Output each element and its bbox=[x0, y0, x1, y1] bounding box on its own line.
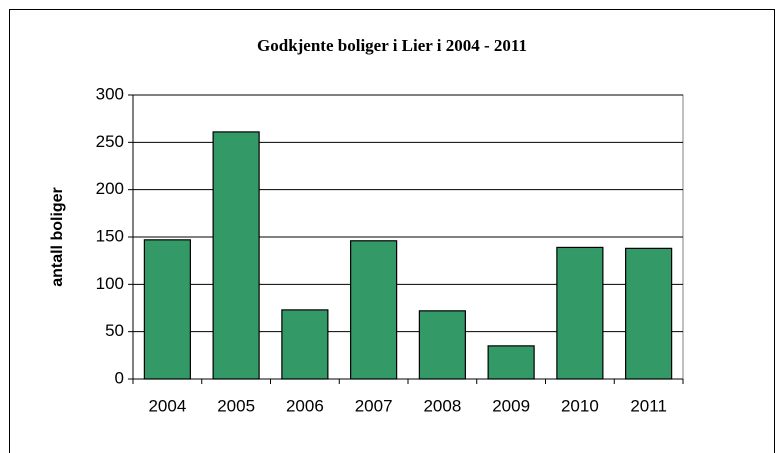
y-tick-label: 50 bbox=[105, 321, 124, 340]
y-tick-label: 0 bbox=[115, 368, 124, 387]
x-tick-label: 2007 bbox=[355, 396, 393, 415]
bar bbox=[418, 310, 466, 380]
chart-frame bbox=[9, 9, 775, 453]
bar bbox=[487, 345, 535, 380]
x-tick-label: 2005 bbox=[217, 396, 255, 415]
chart-title: Godkjente boliger i Lier i 2004 - 2011 bbox=[257, 36, 527, 55]
bar bbox=[625, 247, 673, 380]
bar bbox=[212, 131, 260, 380]
bar bbox=[281, 309, 329, 380]
y-tick-label: 100 bbox=[96, 274, 124, 293]
x-tick-label: 2011 bbox=[630, 396, 667, 415]
bar bbox=[556, 246, 604, 380]
y-tick-label: 300 bbox=[96, 84, 124, 103]
x-tick-label: 2008 bbox=[423, 396, 461, 415]
bar bbox=[350, 240, 398, 380]
x-tick-label: 2009 bbox=[492, 396, 530, 415]
x-tick-label: 2006 bbox=[286, 396, 324, 415]
y-axis-label: antall boliger bbox=[49, 187, 66, 287]
y-tick-label: 250 bbox=[96, 132, 124, 151]
y-tick-label: 200 bbox=[96, 179, 124, 198]
y-tick-label: 150 bbox=[96, 226, 124, 245]
x-tick-label: 2010 bbox=[561, 396, 599, 415]
bar bbox=[143, 239, 191, 380]
x-tick-label: 2004 bbox=[148, 396, 186, 415]
